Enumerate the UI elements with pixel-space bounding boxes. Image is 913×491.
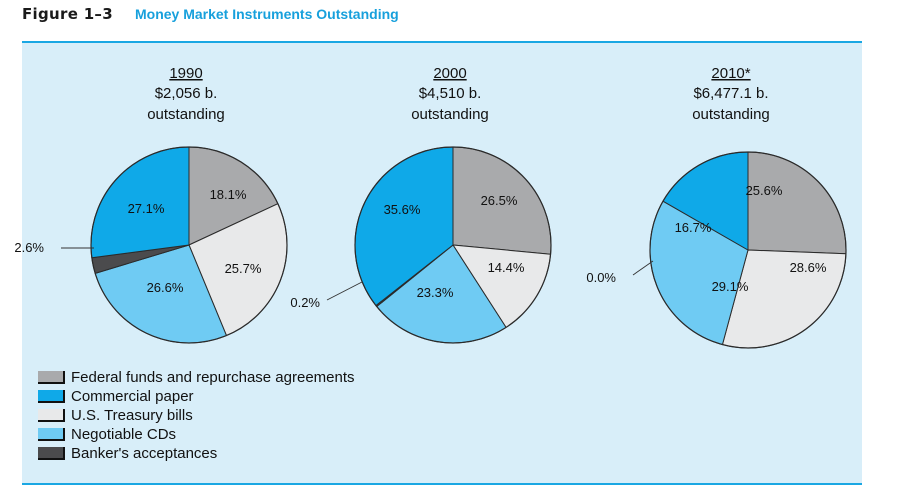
pie-1990-label-federal-funds: 18.1% [210,187,247,202]
legend-label-bankers-acceptances: Banker's acceptances [71,445,218,462]
pie-1990-amount: $2,056 b. [155,85,218,102]
figure-title: Money Market Instruments Outstanding [134,6,399,22]
pie-1990-outline [90,146,288,344]
bottom-rule [22,483,862,485]
legend-item-treasury-bills: U.S. Treasury bills [38,406,355,425]
pie-2000-label-negotiable-cds: 23.3% [417,285,454,300]
pie-2000-outline [354,146,552,344]
pie-2000-label-federal-funds: 26.5% [481,193,518,208]
legend-swatch-federal-funds [38,371,65,384]
top-rule [22,41,862,43]
legend-swatch-bankers-acceptances [38,447,65,460]
legend-swatch-treasury-bills [38,409,65,422]
pie-1990-label-treasury-bills: 25.7% [225,261,262,276]
pie-2000-label-commercial-paper: 35.6% [384,202,421,217]
pie-2010-amount: $6,477.1 b. [693,85,768,102]
pie-2000-amount: $4,510 b. [419,85,482,102]
pie-2010: 2010* $6,477.1 b. outstanding 25.6% 28.6% 29.… [586,65,847,349]
pie-2000-leader-line [326,281,363,301]
pie-1990: 1990 $2,056 b. outstanding 18.1% 25.7% 26.6% 2… [14,65,288,344]
figure-label: Figure 1–3 [22,5,113,23]
pie-2010-label-federal-funds: 25.6% [746,183,783,198]
legend-label-negotiable-cds: Negotiable CDs [71,426,177,443]
legend-label-federal-funds: Federal funds and repurchase agreements [71,369,355,386]
pie-1990-label-commercial-paper: 27.1% [128,201,165,216]
figure-header: Figure 1–3 Money Market Instruments Outs… [22,5,399,27]
pie-2000-year: 2000 [433,65,466,82]
pie-2010-slice-federal-funds [747,151,847,255]
legend-swatch-commercial-paper [38,390,65,403]
pie-2000-label-bankers-acceptances: 0.2% [290,295,320,310]
pie-2010-year: 2010* [711,65,750,82]
pie-2000-label-treasury-bills: 14.4% [488,260,525,275]
pie-1990-year: 1990 [169,65,202,82]
pie-1990-label-bankers-acceptances: 2.6% [14,240,44,255]
legend-label-commercial-paper: Commercial paper [71,388,194,405]
pie-2010-label-treasury-bills: 28.6% [790,260,827,275]
legend: Federal funds and repurchase agreements … [38,368,355,463]
pie-2010-label-commercial-paper: 16.7% [675,220,712,235]
legend-label-treasury-bills: U.S. Treasury bills [71,407,193,424]
pie-2010-leader-line [632,260,654,276]
legend-item-federal-funds: Federal funds and repurchase agreements [38,368,355,387]
pie-2010-outline [649,151,847,349]
pie-2010-note: outstanding [692,106,770,123]
pie-1990-label-negotiable-cds: 26.6% [147,280,184,295]
legend-item-negotiable-cds: Negotiable CDs [38,425,355,444]
legend-item-bankers-acceptances: Banker's acceptances [38,444,355,463]
pie-2000: 2000 $4,510 b. outstanding 26.5% 14.4% 23.3% 3… [290,65,552,344]
pie-2010-label-negotiable-cds: 29.1% [712,279,749,294]
pie-1990-note: outstanding [147,106,225,123]
pie-2000-note: outstanding [411,106,489,123]
legend-item-commercial-paper: Commercial paper [38,387,355,406]
legend-swatch-negotiable-cds [38,428,65,441]
pie-2010-label-bankers-acceptances: 0.0% [586,270,616,285]
